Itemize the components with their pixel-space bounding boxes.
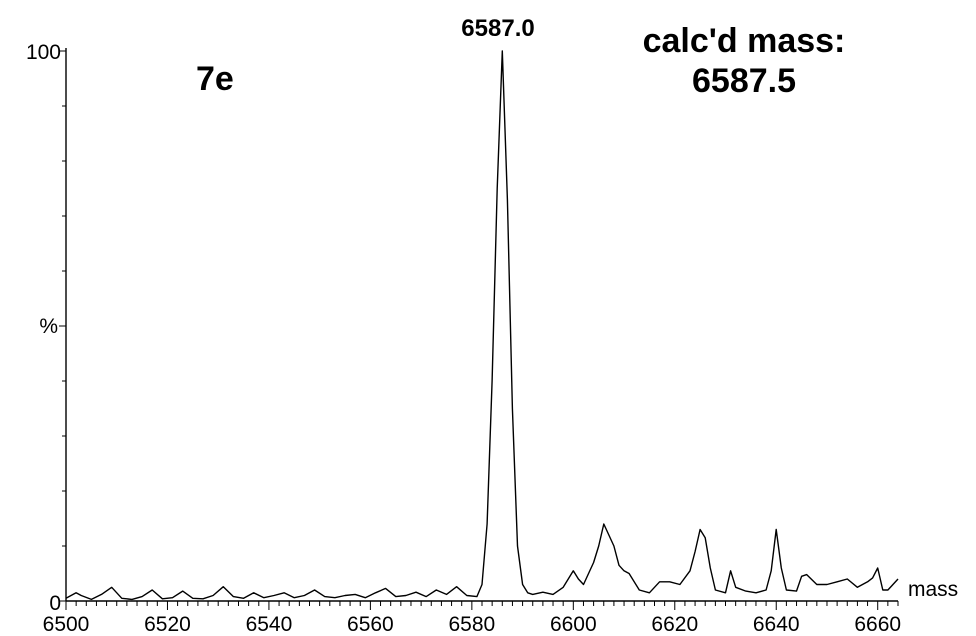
- x-tick-label: 6660: [854, 613, 901, 636]
- peak-mass-label: 6587.0: [461, 15, 534, 42]
- x-axis-ticks: [65, 601, 899, 610]
- x-tick-label: 6520: [144, 613, 191, 636]
- compound-label: 7e: [196, 60, 234, 98]
- x-axis-label: mass: [908, 578, 958, 601]
- x-tick-label: 6540: [246, 613, 293, 636]
- x-axis-tick-labels: 6500 6520 6540 6560 6580 6600 6620 6640 6660: [43, 613, 901, 636]
- x-tick-label: 6600: [550, 613, 597, 636]
- y-axis-ticks: [59, 50, 66, 602]
- x-tick-label: 6640: [753, 613, 800, 636]
- calc-mass-title: calc'd mass:: [643, 22, 846, 60]
- x-tick-label: 6620: [651, 613, 698, 636]
- spectrum-line: [65, 50, 899, 601]
- x-tick-label: 6560: [347, 613, 394, 636]
- y-axis-label: %: [39, 315, 58, 338]
- y-tick-label-top: 100: [26, 41, 61, 64]
- x-tick-label: 6580: [448, 613, 495, 636]
- x-tick-label: 6500: [43, 613, 90, 636]
- calc-mass-value: 6587.5: [692, 62, 796, 100]
- y-tick-label-bottom: 0: [49, 592, 61, 615]
